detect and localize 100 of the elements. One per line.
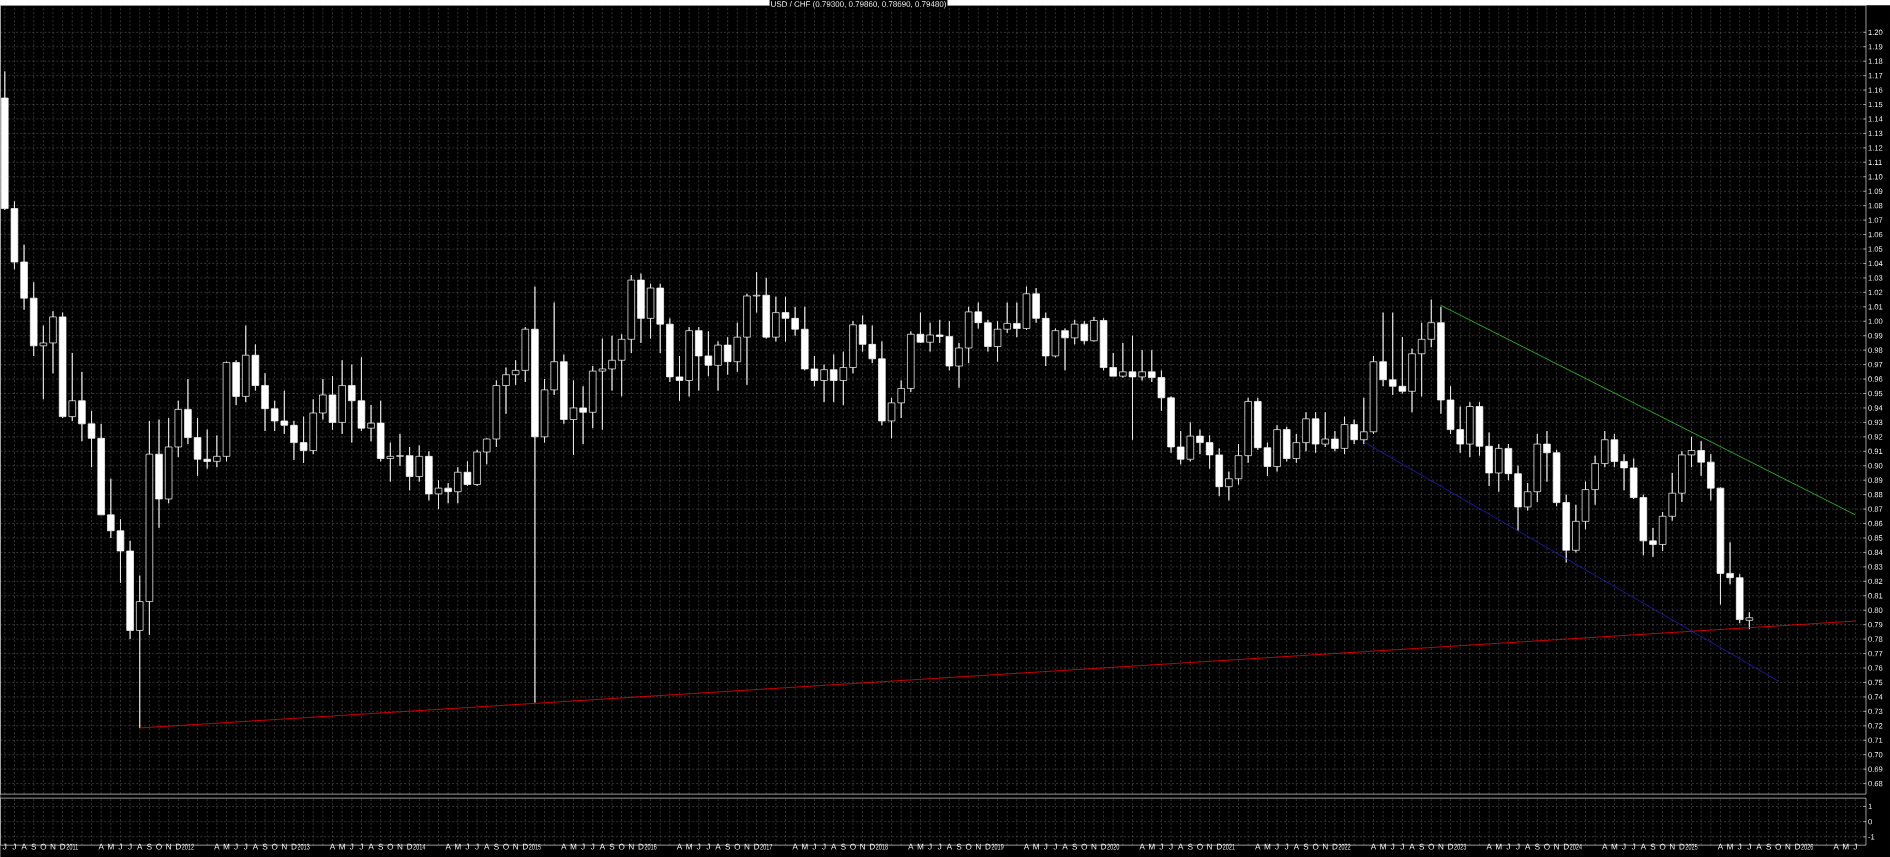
x-tick-label: N — [166, 843, 171, 850]
x-tick-label: S — [1187, 843, 1193, 850]
x-tick-label: A — [1023, 843, 1030, 850]
x-tick-label: S — [840, 843, 846, 850]
x-tick-label: J — [706, 843, 710, 850]
x-tick-label: O — [1428, 843, 1435, 850]
x-tick-label: D — [176, 843, 181, 850]
x-tick-label: J — [475, 843, 479, 850]
x-tick-label: 2012 — [182, 843, 194, 850]
candlestick — [20, 244, 28, 310]
candlestick — [502, 367, 510, 415]
x-tick-label: A — [1062, 843, 1068, 850]
x-tick-label: O — [1775, 843, 1782, 850]
candlestick — [184, 378, 192, 445]
x-tick-label: A — [1717, 843, 1724, 850]
x-tick-label: J — [1043, 843, 1048, 850]
x-tick-label: A — [1756, 843, 1762, 850]
x-tick-label: J — [1506, 843, 1510, 850]
x-tick-label: 2015 — [529, 843, 541, 850]
x-tick-label: J — [1390, 843, 1395, 850]
x-tick-label: D — [638, 843, 644, 850]
x-tick-label: A — [1602, 843, 1608, 850]
x-tick-label: D — [1101, 843, 1107, 850]
x-tick-label: S — [956, 843, 962, 850]
x-tick-label: O — [271, 843, 278, 850]
x-tick-label: A — [946, 843, 953, 850]
x-tick-label: N — [1785, 843, 1791, 850]
x-tick-label: J — [1747, 843, 1751, 850]
x-tick-label: D — [291, 843, 297, 850]
x-tick-label: J — [1853, 843, 1857, 850]
candlestick — [425, 450, 433, 501]
x-tick-label: A — [329, 843, 336, 850]
candlestick — [1408, 348, 1416, 413]
x-tick-label: O — [387, 843, 394, 850]
x-tick-label: J — [696, 843, 701, 850]
x-tick-label: D — [1563, 843, 1569, 850]
x-tick-label: J — [234, 843, 238, 850]
candlestick — [1379, 312, 1387, 387]
x-tick-label: O — [734, 843, 741, 850]
x-tick-label: 2024 — [1569, 843, 1582, 850]
x-tick-label: M — [455, 843, 461, 850]
x-tick-label: A — [1833, 843, 1839, 850]
candlestick — [926, 322, 934, 352]
x-tick-label: A — [715, 843, 721, 850]
x-tick-label: J — [822, 843, 826, 850]
candlestick — [473, 449, 481, 487]
x-tick-label: O — [850, 843, 856, 850]
x-tick-label: A — [1293, 843, 1300, 850]
candlestick — [637, 273, 645, 344]
x-tick-label: 2017 — [760, 843, 773, 850]
x-tick-label: N — [1091, 843, 1097, 850]
candlestick — [1331, 430, 1339, 452]
x-tick-label: N — [50, 843, 56, 850]
x-tick-label: J — [1169, 843, 1173, 850]
candlestick — [1620, 453, 1628, 491]
x-tick-label: A — [831, 843, 837, 850]
x-tick-label: M — [108, 843, 114, 850]
candlestick — [78, 371, 86, 442]
candlestick — [155, 419, 163, 529]
x-tick-label: M — [1380, 843, 1386, 850]
x-tick-label: O — [503, 843, 509, 850]
x-tick-label: M — [570, 843, 577, 850]
x-tick-label: A — [1370, 843, 1377, 850]
x-tick-label: J — [1622, 843, 1626, 850]
candlestick — [290, 420, 298, 461]
x-tick-label: N — [397, 843, 403, 850]
candlestick — [261, 372, 269, 432]
x-tick-label: 2018 — [876, 843, 888, 850]
x-tick-label: 2011 — [66, 843, 78, 850]
candlestick — [1090, 316, 1098, 342]
x-tick-label: D — [1679, 843, 1685, 850]
x-tick-label: N — [1322, 843, 1328, 850]
x-tick-label: N — [1207, 843, 1212, 850]
x-tick-label: J — [243, 843, 248, 850]
x-tick-label: O — [1659, 843, 1666, 850]
x-tick-label: 2022 — [1338, 843, 1351, 850]
x-tick-label: N — [1669, 843, 1675, 850]
candlestick — [1196, 429, 1204, 455]
x-tick-label: A — [484, 843, 490, 850]
candlestick — [743, 293, 751, 386]
x-tick-label: O — [156, 843, 162, 850]
x-tick-label: J — [12, 843, 16, 850]
x-tick-label: M — [917, 843, 924, 850]
x-tick-label: A — [1177, 843, 1184, 850]
x-tick-label: N — [629, 843, 634, 850]
x-tick-label: S — [725, 843, 731, 850]
x-tick-label: J — [118, 843, 122, 850]
x-tick-label: A — [252, 843, 259, 850]
candlestick — [1032, 287, 1040, 323]
x-tick-label: A — [137, 843, 143, 850]
x-tick-label: D — [1216, 843, 1222, 850]
x-tick-label: N — [1438, 843, 1444, 850]
x-tick-label: A — [1486, 843, 1492, 850]
x-tick-label: D — [1795, 843, 1801, 850]
x-tick-label: N — [282, 843, 287, 850]
x-tick-label: J — [1516, 843, 1520, 850]
x-tick-label: S — [1303, 843, 1309, 850]
x-tick-label: O — [1312, 843, 1319, 850]
x-tick-label: M — [1149, 843, 1155, 850]
x-tick-label: D — [407, 843, 413, 850]
